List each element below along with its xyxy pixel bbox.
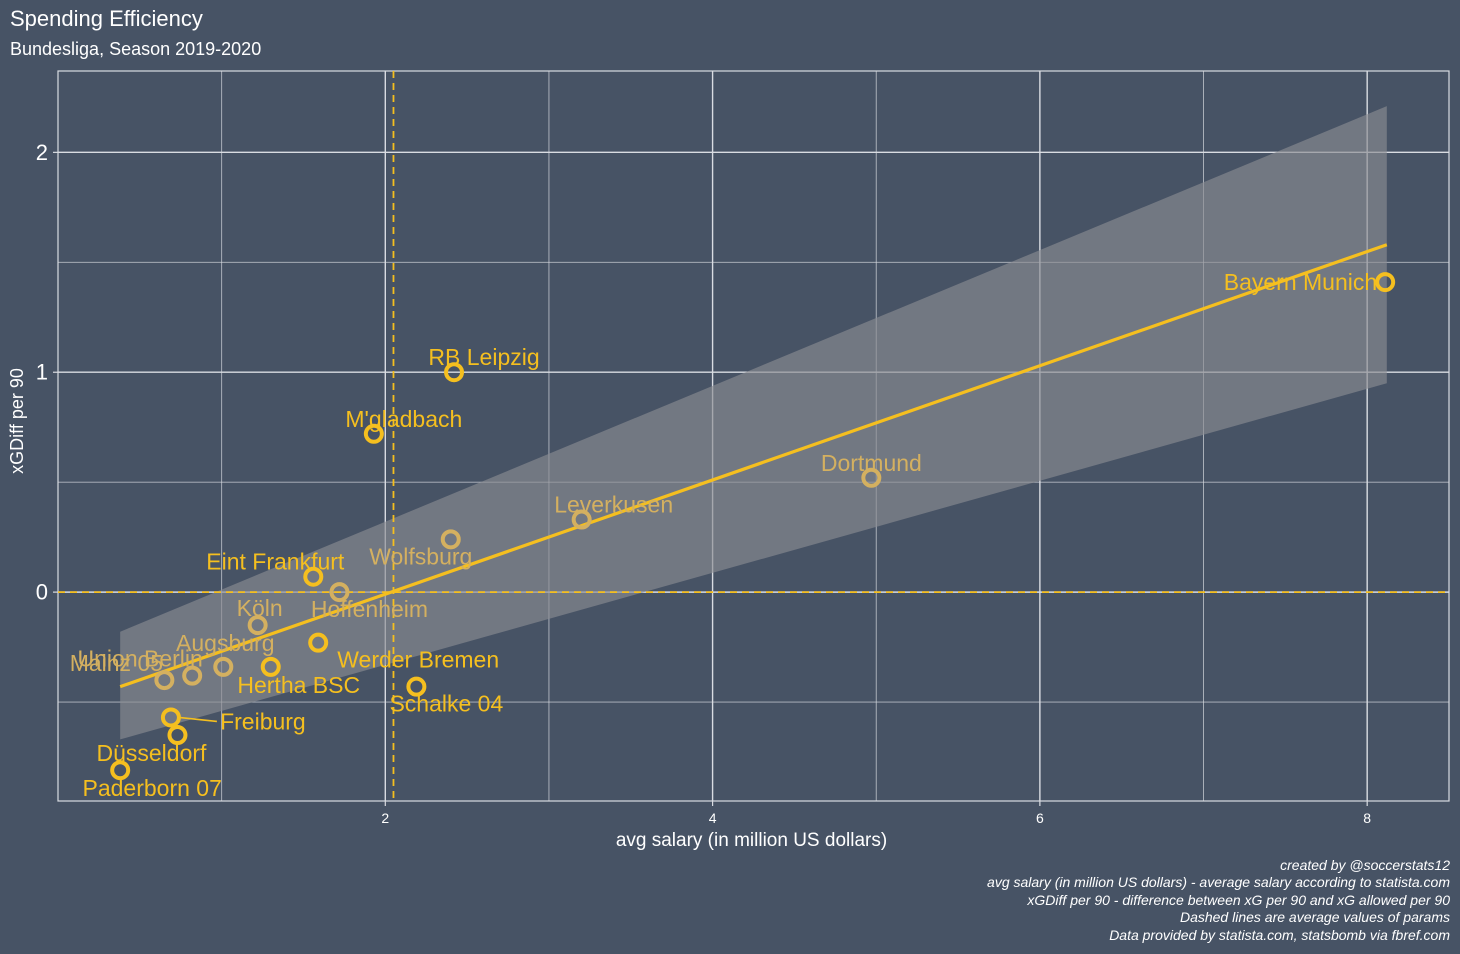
team-point (308, 632, 329, 653)
chart-title: Spending Efficiency (10, 6, 203, 31)
caption-line: Data provided by statista.com, statsbomb… (1109, 926, 1450, 943)
team-point (303, 566, 324, 587)
y-tick-label: 2 (36, 140, 48, 165)
point-label: Schalke 04 (389, 691, 503, 717)
team-point (213, 656, 234, 677)
point-label: Paderborn 07 (82, 775, 221, 801)
point-label: Eint Frankfurt (206, 549, 345, 575)
caption-line: Dashed lines are average values of param… (1179, 909, 1450, 925)
y-axis-title: xGDiff per 90 (7, 368, 27, 474)
scatter-plot: Bayern Munich Dortmund Leverkusen RB Leipzi… (7, 70, 1450, 851)
x-tick-label: 4 (709, 810, 717, 826)
x-tick-label: 6 (1036, 810, 1044, 826)
point-label: RB Leipzig (428, 344, 539, 370)
team-point (571, 509, 592, 530)
team-point (247, 615, 268, 636)
caption-line: avg salary (in million US dollars) - ave… (987, 874, 1450, 890)
x-axis-title: avg salary (in million US dollars) (616, 830, 887, 851)
point-label: Hertha BSC (237, 672, 360, 698)
team-point (110, 760, 131, 781)
caption-line: created by @soccerstats12 (1280, 856, 1450, 873)
point-label: Düsseldorf (96, 740, 207, 766)
chart-subtitle: Bundesliga, Season 2019-2020 (10, 39, 262, 59)
x-tick-label: 2 (381, 810, 389, 826)
team-point (1375, 272, 1396, 293)
point-label: Mainz 05 (70, 650, 163, 676)
regression-line (119, 243, 1388, 689)
team-point (440, 529, 461, 550)
team-point (329, 582, 350, 603)
team-point (160, 707, 181, 728)
team-point (363, 423, 384, 444)
point-label: Union Berlin (78, 646, 203, 672)
point-label: Bayern Munich (1224, 269, 1377, 295)
team-point (154, 670, 175, 691)
point-label: Freiburg (220, 708, 306, 734)
team-point (167, 725, 188, 746)
label-leader-line (178, 716, 218, 723)
x-tick-label: 8 (1363, 810, 1371, 826)
team-point (182, 665, 203, 686)
caption-line: xGDiff per 90 - difference between xG pe… (1027, 891, 1450, 908)
team-point (444, 362, 465, 383)
point-label: Leverkusen (554, 492, 673, 518)
confidence-band (120, 106, 1387, 740)
team-point (260, 656, 281, 677)
point-label: M'gladbach (345, 406, 462, 432)
caption-block: created by @soccerstats12 avg salary (in… (987, 857, 1450, 945)
y-tick-label: 0 (36, 580, 48, 605)
point-label: Dortmund (821, 450, 922, 476)
team-point (861, 467, 882, 488)
point-label: Hoffenheim (311, 596, 428, 622)
point-label: Werder Bremen (337, 647, 499, 673)
team-point (406, 676, 427, 697)
y-tick-label: 1 (36, 360, 48, 385)
